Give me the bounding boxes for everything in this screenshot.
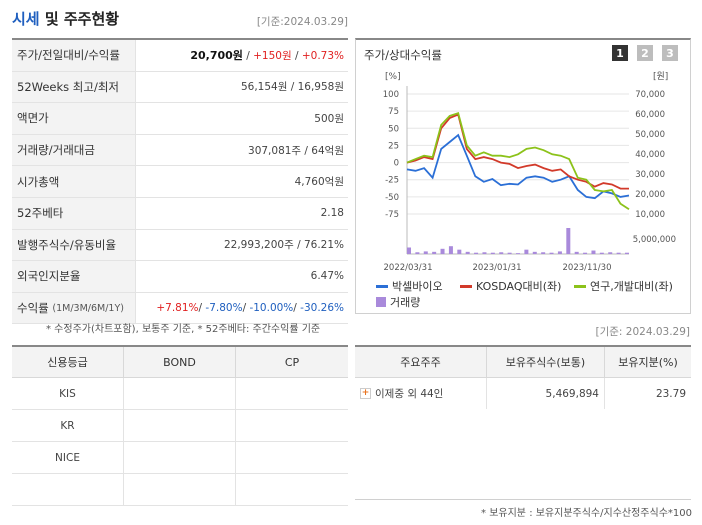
chart-tab-3-button[interactable]: 3 (662, 45, 678, 61)
volume-bar (482, 252, 486, 254)
y-left-tick-label: 25 (388, 141, 399, 151)
quote-row-beta: 52주베타 2.18 (12, 198, 348, 230)
chart-tab-1-button[interactable]: 1 (612, 45, 628, 61)
volume-bar (415, 252, 419, 254)
y-right-tick-label: 50,000 (635, 130, 665, 140)
volume-bar (407, 248, 411, 255)
stock-line (407, 135, 629, 198)
volume-bar (583, 253, 587, 254)
credit-rating-table: 신용등급 BOND CP KIS KR NICE (12, 345, 348, 506)
quote-row-par-value: 액면가 500원 (12, 103, 348, 135)
volume-bar (432, 252, 436, 254)
y-right-tick-label: 30,000 (635, 170, 665, 180)
x-tick-label: 2023/01/31 (473, 263, 522, 273)
volume-bar (558, 251, 562, 254)
volume-bar (508, 253, 512, 254)
y-left-tick-label: -50 (385, 193, 399, 203)
volume-bar (516, 253, 520, 254)
table-header: 주요주주 보유주식수(보통) 보유지분(%) (355, 347, 691, 378)
legend-item-kosdaq: KOSDAQ대비(좌) (460, 278, 561, 294)
as-of-date-2: [기준: 2024.03.29] (595, 324, 690, 339)
volume-bar (474, 253, 478, 254)
returns-values: +7.81%/ -7.80%/ -10.00%/ -30.26% (136, 302, 348, 314)
chart-tab-2-button[interactable]: 2 (637, 45, 653, 61)
footnote-right: * 보유지분 : 보유지분주식수/지수산정주식수*100 (481, 504, 692, 519)
as-of-date: [기준:2024.03.29] (257, 14, 348, 29)
volume-bar (591, 251, 595, 254)
legend-item-stock: 박셀바이오 (376, 278, 443, 294)
quote-row-52weeks: 52Weeks 최고/최저 56,154원 / 16,958원 (12, 72, 348, 104)
table-row: KIS (12, 378, 348, 410)
volume-tick-label: 5,000,000 (633, 235, 676, 245)
table-row: NICE (12, 442, 348, 474)
y-left-tick-label: -75 (385, 210, 399, 220)
y-left-tick-label: 75 (388, 107, 399, 117)
y-left-tick-label: 50 (388, 124, 399, 134)
legend-item-volume: 거래량 (376, 294, 420, 310)
x-tick-label: 2022/03/31 (384, 263, 433, 273)
volume-bar (457, 250, 461, 254)
quote-row-shares: 발행주식수/유동비율 22,993,200주 / 76.21% (12, 230, 348, 262)
quote-row-foreign: 외국인지분율 6.47% (12, 261, 348, 293)
y-left-tick-label: -25 (385, 176, 399, 186)
price-value: 20,700원 / +150원 / +0.73% (136, 47, 348, 63)
volume-bar (608, 252, 612, 254)
x-tick-label: 2023/11/30 (563, 263, 612, 273)
table-bottom-border (355, 499, 691, 500)
row-label: 주가/전일대비/수익률 (12, 40, 136, 71)
table-row: + 이제중 외 44인 5,469,894 23.79 (355, 378, 691, 409)
y-right-tick-label: 10,000 (635, 210, 665, 220)
quote-table: 주가/전일대비/수익률 20,700원 / +150원 / +0.73% 52W… (12, 38, 348, 324)
y-left-tick-label: 100 (383, 90, 399, 100)
left-unit-label: [%] (385, 72, 401, 82)
volume-bar (466, 252, 470, 254)
volume-bar (566, 228, 570, 254)
volume-bar (600, 253, 604, 254)
footnote-left: * 수정주가(차트포함), 보통주 기준, * 52주베타: 주간수익률 기준 (46, 320, 320, 335)
volume-bar (499, 252, 503, 254)
table-header: 신용등급 BOND CP (12, 347, 348, 378)
volume-bar (575, 252, 579, 254)
volume-bar (449, 246, 453, 254)
volume-bar (524, 250, 528, 254)
volume-bar (625, 253, 629, 254)
quote-row-market-cap: 시가총액 4,760억원 (12, 166, 348, 198)
right-unit-label: [원] (653, 71, 668, 82)
major-holders-table: 주요주주 보유주식수(보통) 보유지분(%) + 이제중 외 44인 5,469… (355, 345, 691, 409)
y-right-tick-label: 40,000 (635, 150, 665, 160)
volume-bar (541, 252, 545, 254)
volume-bar (491, 253, 495, 254)
volume-bar (617, 253, 621, 254)
y-right-tick-label: 70,000 (635, 90, 665, 100)
section-title: 시세 및 주주현황 (12, 8, 119, 29)
legend-item-industry: 연구,개발대비(좌) (574, 278, 673, 294)
volume-bar (424, 251, 428, 254)
holder-name[interactable]: 이제중 외 44인 (375, 386, 443, 401)
industry-line (407, 113, 629, 209)
table-row (12, 474, 348, 506)
quote-row-price: 주가/전일대비/수익률 20,700원 / +150원 / +0.73% (12, 40, 348, 72)
volume-bar (441, 249, 445, 254)
volume-bar (550, 253, 554, 254)
chart-svg: [%] [원] 100 75 50 25 0 -25 -50 -75 70,000 60,000… (355, 66, 691, 276)
y-right-tick-label: 20,000 (635, 190, 665, 200)
table-row: KR (12, 410, 348, 442)
y-left-tick-label: 0 (394, 159, 399, 169)
expand-plus-icon[interactable]: + (360, 388, 371, 399)
quote-row-volume: 거래량/거래대금 307,081주 / 64억원 (12, 135, 348, 167)
chart-title: 주가/상대수익률 (364, 47, 442, 63)
volume-bar (533, 252, 537, 254)
y-right-tick-label: 60,000 (635, 110, 665, 120)
